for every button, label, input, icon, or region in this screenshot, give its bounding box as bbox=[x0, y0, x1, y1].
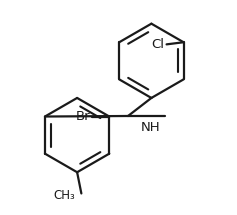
Text: CH₃: CH₃ bbox=[54, 189, 75, 202]
Text: Br: Br bbox=[76, 110, 90, 123]
Text: NH: NH bbox=[141, 121, 160, 134]
Text: Cl: Cl bbox=[151, 38, 164, 51]
